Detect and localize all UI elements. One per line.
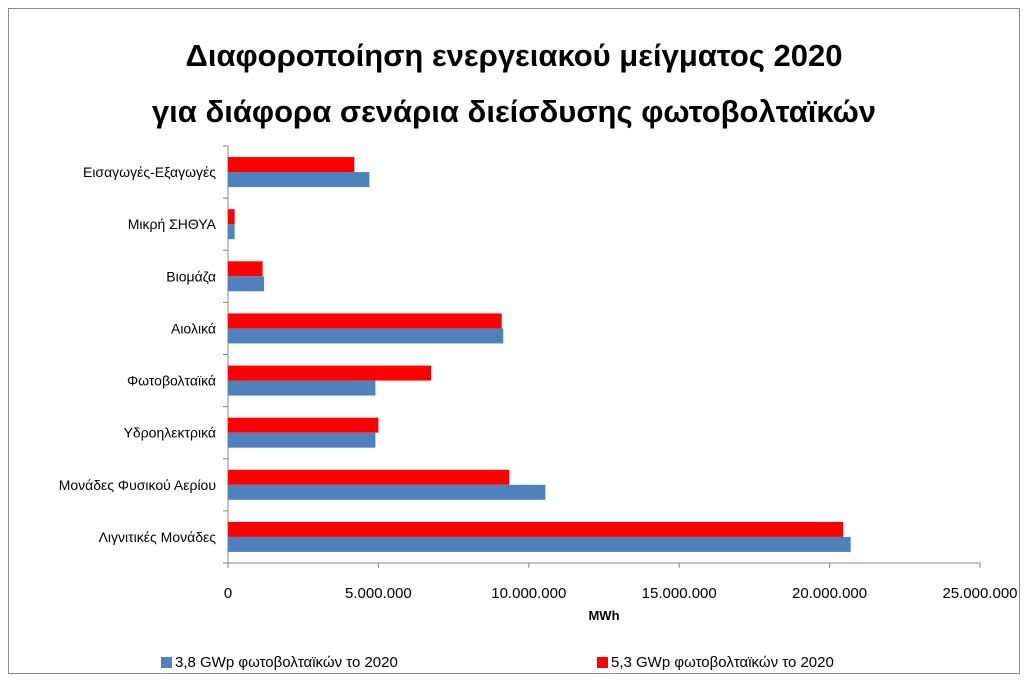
bar-series-1	[228, 172, 370, 188]
y-tick-label: Υδροηλεκτρικά	[124, 425, 216, 441]
legend-label-series-1: 3,8 GWp φωτοβολταϊκών το 2020	[175, 654, 398, 671]
bar-series-2	[228, 417, 379, 433]
y-tick-label: Βιομάζα	[166, 268, 216, 284]
y-tick-label: Φωτοβολταϊκά	[127, 373, 216, 389]
bar-series-1	[228, 380, 376, 396]
bar-series-2	[228, 521, 844, 537]
bar-series-1	[228, 224, 235, 240]
y-tick-label: Αιολικά	[171, 320, 216, 336]
x-tick-label: 0	[224, 585, 232, 602]
x-tick-label: 10.000.000	[491, 585, 566, 602]
x-tick-label: 15.000.000	[642, 585, 717, 602]
x-axis-label: MWh	[588, 608, 619, 623]
bar-series-2	[228, 469, 510, 485]
legend-item-series-1: 3,8 GWp φωτοβολταϊκών το 2020	[161, 654, 398, 671]
bar-series-1	[228, 276, 265, 292]
chart-title-line-2: για διάφορα σενάρια διείσδυσης φωτοβολτα…	[151, 94, 877, 129]
legend-item-series-2: 5,3 GWp φωτοβολταϊκών το 2020	[597, 654, 834, 671]
x-tick-label: 5.000.000	[345, 585, 412, 602]
legend-label-series-2: 5,3 GWp φωτοβολταϊκών το 2020	[611, 654, 834, 671]
legend-swatch-series-1	[161, 657, 172, 668]
bar-series-1	[228, 432, 376, 448]
y-tick-label: Μικρή ΣΗΘΥΑ	[128, 216, 217, 232]
bar-series-2	[228, 157, 355, 173]
x-tick-label: 20.000.000	[792, 585, 867, 602]
bar-series-2	[228, 365, 432, 381]
bar-series-2	[228, 261, 263, 277]
y-tick-label: Λιγνιτικές Μονάδες	[99, 529, 217, 545]
bar-series-1	[228, 536, 851, 552]
x-tick-label: 25.000.000	[942, 585, 1017, 602]
chart-title-line-1: Διαφοροποίηση ενεργειακού μείγματος 2020	[185, 38, 843, 73]
y-tick-label: Εισαγωγές-Εξαγωγές	[83, 164, 216, 180]
y-tick-label: Μονάδες Φυσικού Αερίου	[59, 477, 216, 493]
bar-series-2	[228, 209, 235, 225]
bar-series-1	[228, 328, 504, 344]
bar-series-2	[228, 313, 502, 329]
legend-swatch-series-2	[597, 657, 608, 668]
bar-series-1	[228, 484, 546, 500]
